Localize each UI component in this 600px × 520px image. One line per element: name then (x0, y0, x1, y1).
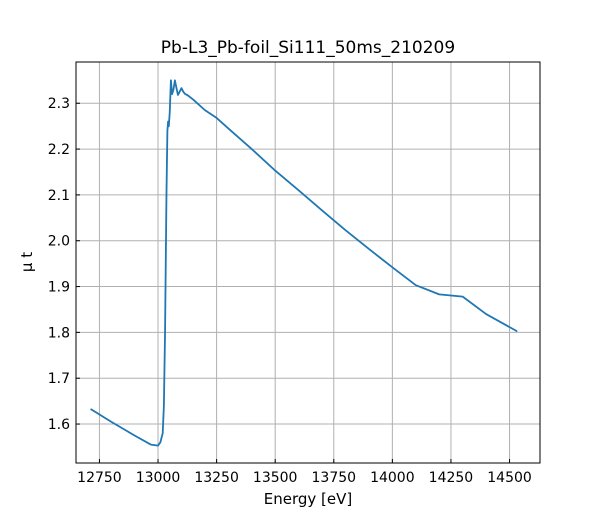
y-tick-label: 2.2 (48, 142, 70, 158)
x-tick-label: 13500 (253, 470, 298, 486)
y-axis-label: μ t (18, 252, 36, 272)
y-tick-label: 1.8 (48, 325, 70, 341)
x-tick-label: 13000 (136, 470, 181, 486)
x-axis-label: Energy [eV] (264, 490, 352, 508)
y-tick-label: 1.9 (48, 280, 70, 296)
x-tick-label: 14500 (487, 470, 532, 486)
plot-frame (75, 61, 541, 464)
x-tick-label: 14000 (370, 470, 415, 486)
series-group (90, 79, 518, 447)
y-tick-label: 1.6 (48, 417, 70, 433)
grid (76, 62, 540, 463)
y-tick-label: 1.7 (48, 371, 70, 387)
ticks: 12750 13000 13250 13500 13750 14000 14250 14500… (48, 96, 532, 486)
chart-title: Pb-L3_Pb-foil_Si111_50ms_210209 (161, 38, 455, 58)
y-tick-label: 2.1 (48, 188, 70, 204)
y-tick-label: 2.0 (48, 234, 70, 250)
x-tick-label: 13750 (312, 470, 357, 486)
x-tick-label: 12750 (77, 470, 122, 486)
y-tick-label: 2.3 (48, 96, 70, 112)
x-tick-label: 14250 (429, 470, 474, 486)
x-tick-label: 13250 (194, 470, 239, 486)
series-line (90, 79, 518, 447)
